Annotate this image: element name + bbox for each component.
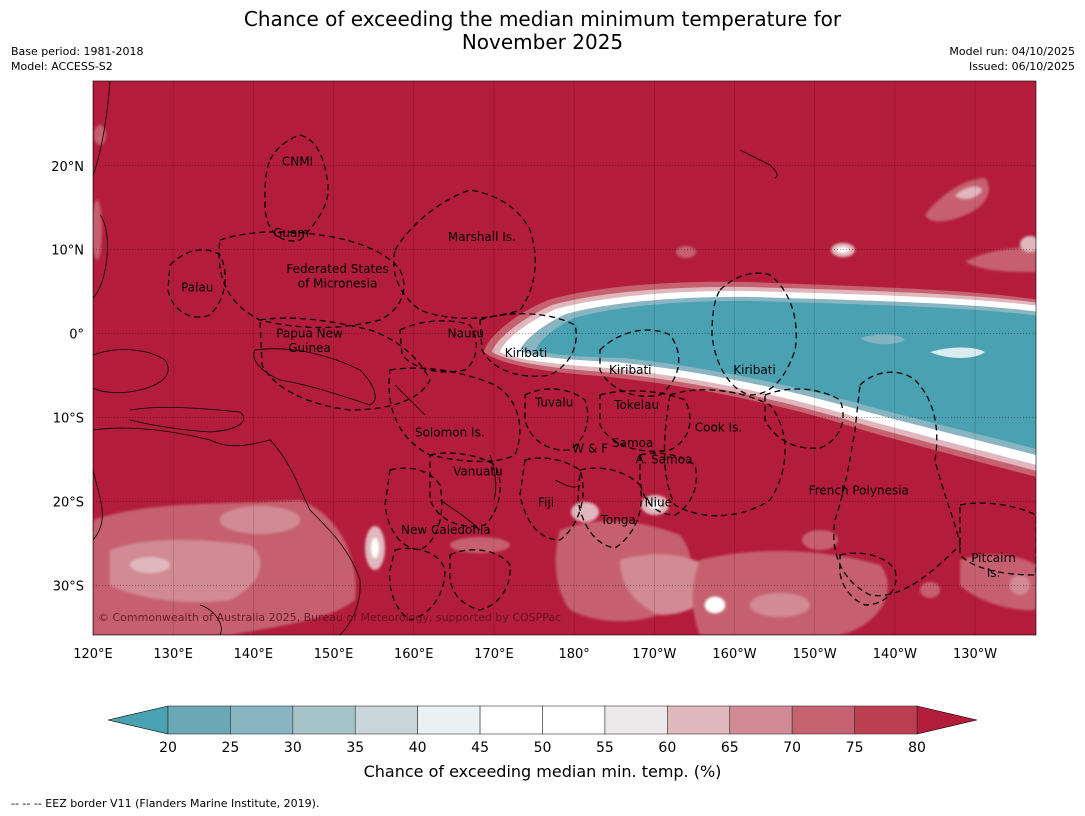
colorbar-tick-label: 55 [596, 740, 614, 756]
map-title: Chance of exceeding the median minimum t… [0, 8, 1085, 54]
colorbar-tick-label: 60 [658, 740, 676, 756]
colorbar-segment [230, 705, 294, 735]
base-period-info: Base period: 1981-2018 Model: ACCESS-S2 [11, 44, 143, 74]
graticule [93, 81, 1036, 635]
lon-tick-label: 120°E [73, 647, 113, 662]
country-label: Kiribati [733, 363, 775, 377]
colorbar-segment [791, 705, 855, 735]
country-label: of Micronesia [298, 276, 378, 290]
lon-tick-label: 160°E [394, 647, 434, 662]
lon-tick-label: 180° [558, 647, 589, 662]
lon-tick-label: 130°W [953, 647, 997, 662]
lon-tick-label: 130°E [153, 647, 193, 662]
model-run-info: Model run: 04/10/2025 Issued: 06/10/2025 [949, 44, 1075, 74]
colorbar-segment [667, 705, 731, 735]
colorbar-segment [417, 705, 481, 735]
colorbar-segment [167, 705, 231, 735]
country-label: Kiribati [505, 346, 547, 360]
country-label: Nauru [448, 327, 484, 341]
lon-tick-label: 150°E [314, 647, 354, 662]
colorbar-tick-label: 50 [534, 740, 552, 756]
eez-footnote: -- -- -- EEZ border V11 (Flanders Marine… [11, 797, 320, 810]
country-label: Marshall Is. [448, 230, 516, 244]
colorbar-tick-label: 20 [159, 740, 177, 756]
colorbar-tick-label: 35 [346, 740, 364, 756]
lat-tick-label: 0° [69, 328, 84, 343]
base-period-text: Base period: 1981-2018 [11, 45, 144, 58]
longitude-ticks: 120°E 130°E 140°E 150°E 160°E 170°E 180° 170°W 1… [73, 647, 997, 662]
country-label: Solomon Is. [415, 426, 485, 440]
country-label: Kiribati [609, 363, 651, 377]
country-label: A. Samoa [635, 453, 692, 467]
colorbar-segment [729, 705, 793, 735]
colorbar: 20 25 30 35 40 45 50 55 60 65 70 75 80 [107, 705, 978, 756]
colorbar-low-extension [107, 705, 169, 735]
lon-tick-label: 170°E [474, 647, 514, 662]
title-line-2: November 2025 [461, 30, 624, 54]
lon-tick-label: 140°E [234, 647, 274, 662]
country-label: French Polynesia [809, 484, 909, 498]
colorbar-segment [854, 705, 918, 735]
eez-borders [167, 134, 1036, 621]
colorbar-tick-label: 65 [721, 740, 739, 756]
country-label: Papua New [276, 327, 343, 341]
country-label: Federated States [286, 262, 388, 276]
country-label: New Caledonia [401, 523, 491, 537]
lat-tick-label: 10°S [53, 412, 84, 427]
colorbar-segment [542, 705, 606, 735]
map-field: © Commonwealth of Australia 2025, Bureau… [93, 81, 1036, 635]
colorbar-tick-label: 80 [908, 740, 926, 756]
colorbar-label: Chance of exceeding median min. temp. (%… [363, 762, 722, 781]
country-label: Cook Is. [695, 421, 742, 435]
colorbar-segment [479, 705, 543, 735]
colorbar-tick-label: 40 [409, 740, 427, 756]
colorbar-tick-label: 70 [783, 740, 801, 756]
colorbar-tick-label: 25 [222, 740, 240, 756]
country-label: W & F [572, 442, 608, 456]
lon-tick-label: 150°W [793, 647, 837, 662]
lat-tick-label: 20°N [51, 160, 84, 175]
copyright-text: © Commonwealth of Australia 2025, Bureau… [98, 611, 561, 624]
colorbar-segment [354, 705, 418, 735]
lon-tick-label: 160°W [712, 647, 756, 662]
country-label: CNMI [282, 155, 313, 169]
issued-text: Issued: 06/10/2025 [968, 60, 1075, 73]
model-run-text: Model run: 04/10/2025 [949, 45, 1075, 58]
country-label: Tokelau [613, 398, 659, 412]
moderate-patches [93, 125, 1036, 635]
colorbar-segment [292, 705, 356, 735]
colorbar-tick-label: 30 [284, 740, 302, 756]
title-line-1: Chance of exceeding the median minimum t… [243, 7, 842, 31]
colorbar-tick-label: 45 [471, 740, 489, 756]
country-label: Tonga [600, 513, 636, 527]
model-text: Model: ACCESS-S2 [11, 60, 113, 73]
forecast-map: © Commonwealth of Australia 2025, Bureau… [51, 80, 1037, 756]
lat-tick-label: 10°N [51, 244, 84, 259]
country-label: Palau [181, 280, 213, 294]
country-label: Pitcairn [971, 551, 1016, 565]
colorbar-segment [604, 705, 668, 735]
latitude-ticks: 20°N 10°N 0° 10°S 20°S 30°S [51, 160, 84, 595]
country-label: Samoa [612, 436, 653, 450]
colorbar-tick-label: 75 [846, 740, 864, 756]
colorbar-high-extension [916, 705, 978, 735]
country-label: Fiji [538, 495, 554, 509]
coastlines [93, 81, 778, 635]
country-label: Tuvalu [534, 395, 574, 409]
lon-tick-label: 140°W [873, 647, 917, 662]
lat-tick-label: 30°S [53, 579, 84, 594]
country-label: Guinea [288, 341, 331, 355]
country-label: Niue [645, 495, 672, 509]
country-label: Is. [987, 566, 1001, 580]
lon-tick-label: 170°W [632, 647, 676, 662]
lat-tick-label: 20°S [53, 496, 84, 511]
country-label: Guam [273, 226, 309, 240]
map-frame [92, 80, 1037, 636]
country-label: Vanuatu [453, 464, 503, 478]
